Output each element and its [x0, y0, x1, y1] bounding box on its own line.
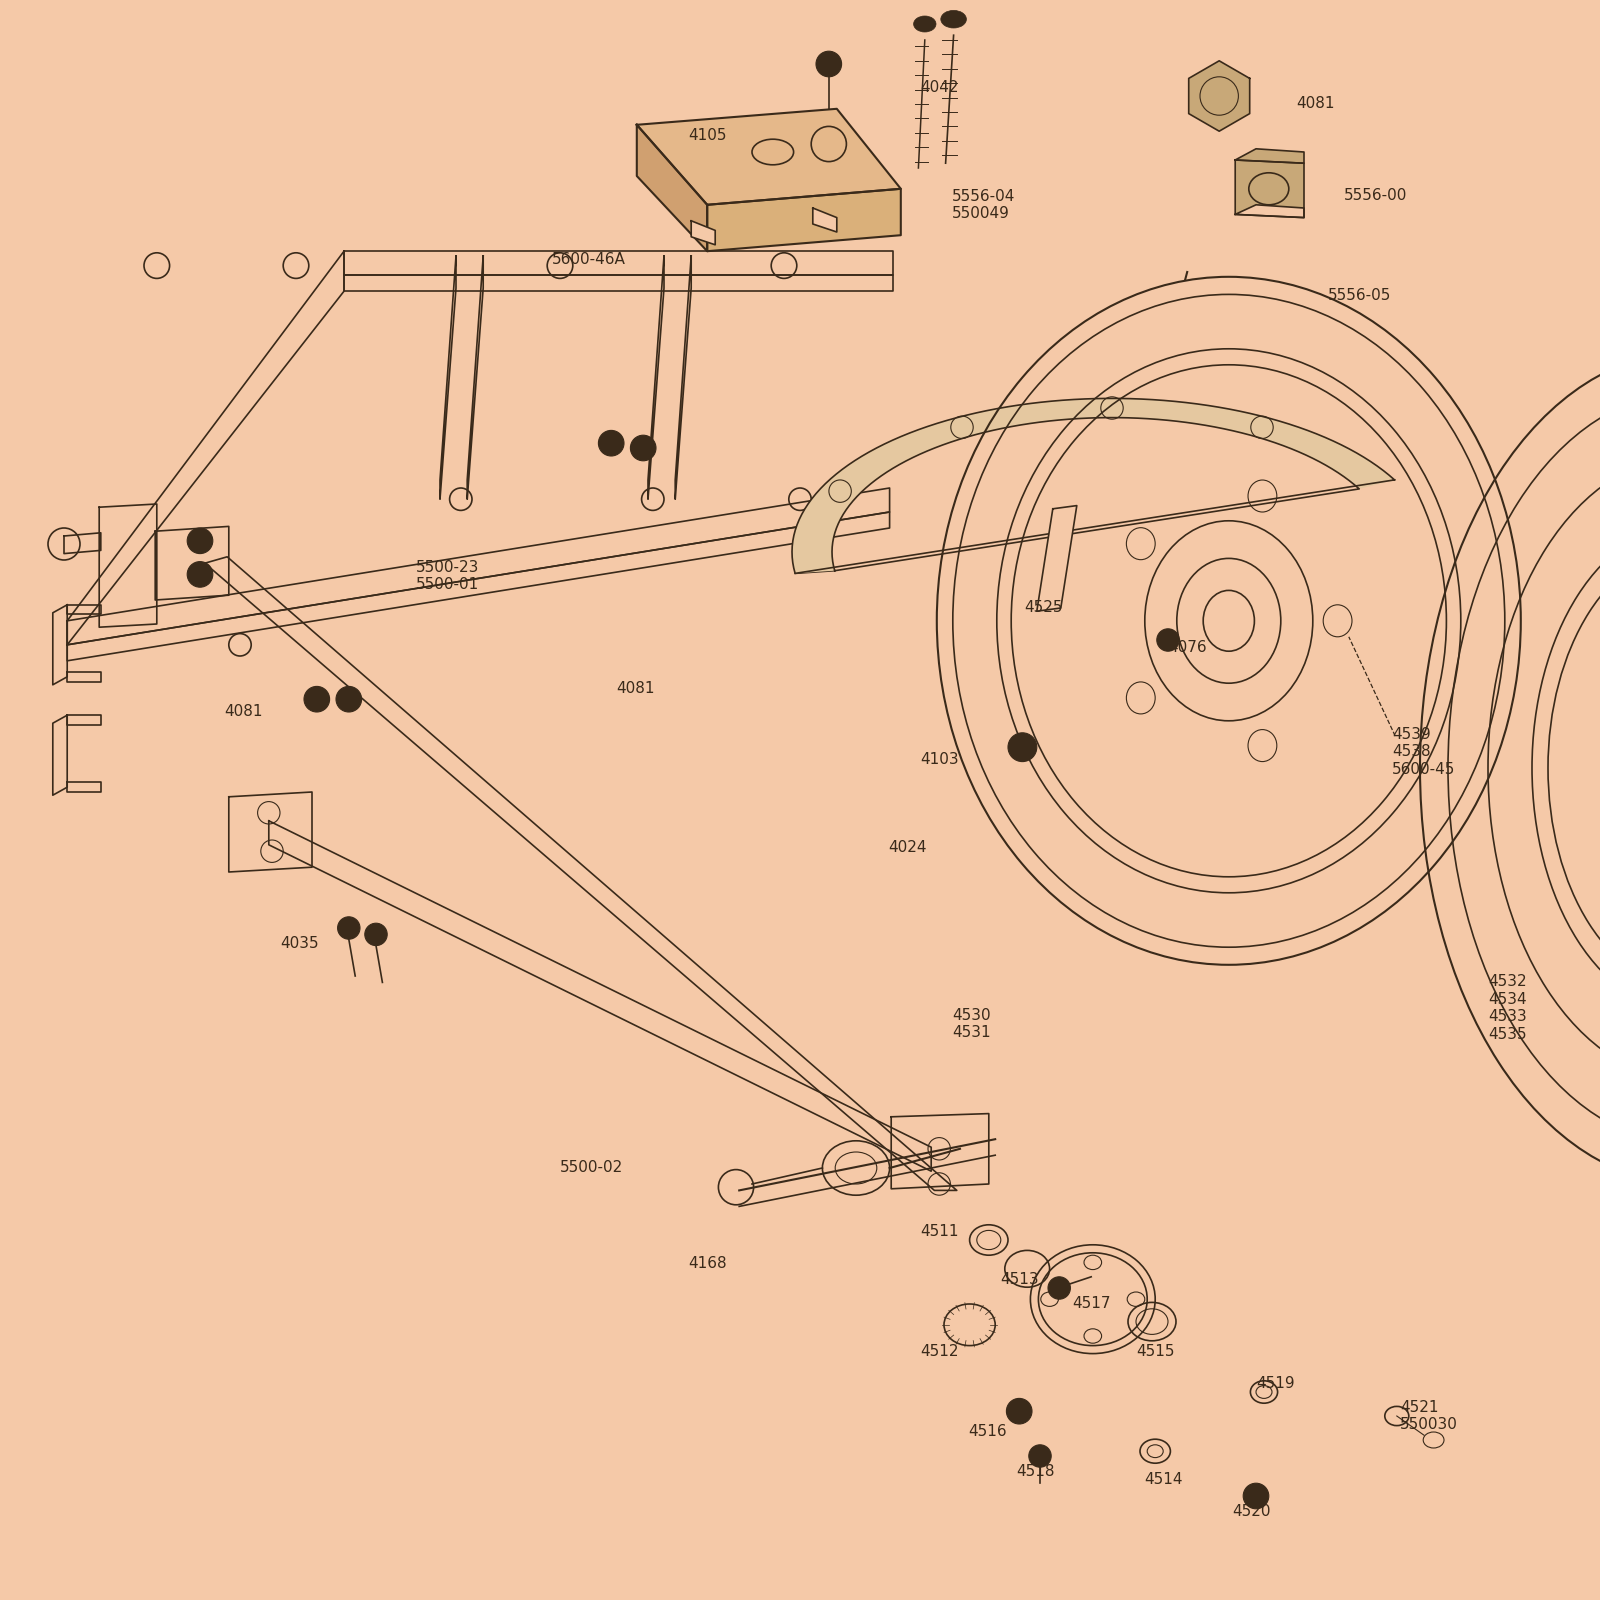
Polygon shape: [1037, 506, 1077, 611]
Text: 5556-00: 5556-00: [1344, 187, 1408, 203]
Text: 4530
4531: 4530 4531: [952, 1008, 990, 1040]
Polygon shape: [1235, 149, 1304, 163]
Polygon shape: [67, 488, 890, 645]
Ellipse shape: [1421, 352, 1600, 1184]
Polygon shape: [675, 256, 691, 499]
Circle shape: [598, 430, 624, 456]
Polygon shape: [344, 251, 893, 275]
Circle shape: [1157, 629, 1179, 651]
Circle shape: [1029, 1445, 1051, 1467]
Polygon shape: [67, 512, 890, 661]
Circle shape: [338, 917, 360, 939]
Polygon shape: [67, 715, 101, 725]
Circle shape: [1048, 1277, 1070, 1299]
Polygon shape: [1189, 61, 1250, 131]
Text: 4539
4538
5600-45: 4539 4538 5600-45: [1392, 726, 1456, 778]
Text: 4525: 4525: [1024, 600, 1062, 616]
Circle shape: [336, 686, 362, 712]
Circle shape: [365, 923, 387, 946]
Text: 4514: 4514: [1144, 1472, 1182, 1488]
Text: 5556-04
550049: 5556-04 550049: [952, 189, 1016, 221]
Polygon shape: [691, 221, 715, 245]
Circle shape: [187, 528, 213, 554]
Polygon shape: [229, 792, 312, 872]
Polygon shape: [155, 526, 229, 600]
Polygon shape: [53, 605, 67, 685]
Polygon shape: [707, 189, 901, 251]
Polygon shape: [648, 256, 664, 499]
Polygon shape: [813, 208, 837, 232]
Text: 4081: 4081: [224, 704, 262, 720]
Text: 4081: 4081: [616, 680, 654, 696]
Text: 4105: 4105: [688, 128, 726, 144]
Circle shape: [1008, 733, 1037, 762]
Polygon shape: [891, 1114, 989, 1189]
Text: 5500-02: 5500-02: [560, 1160, 624, 1176]
Ellipse shape: [938, 277, 1520, 965]
Text: 5500-23
5500-01: 5500-23 5500-01: [416, 560, 480, 592]
Text: 4516: 4516: [968, 1424, 1006, 1440]
Circle shape: [187, 562, 213, 587]
Polygon shape: [344, 275, 893, 291]
Text: 4519: 4519: [1256, 1376, 1294, 1392]
Text: 4511: 4511: [920, 1224, 958, 1240]
Text: 4513: 4513: [1000, 1272, 1038, 1288]
Polygon shape: [792, 398, 1395, 573]
Polygon shape: [1235, 205, 1304, 218]
Polygon shape: [1235, 160, 1304, 218]
Polygon shape: [99, 504, 157, 627]
Polygon shape: [637, 125, 707, 251]
Text: 4035: 4035: [280, 936, 318, 952]
Circle shape: [304, 686, 330, 712]
Circle shape: [1006, 1398, 1032, 1424]
Polygon shape: [205, 557, 957, 1190]
Text: 4042: 4042: [920, 80, 958, 96]
Text: 5600-46A: 5600-46A: [552, 251, 626, 267]
Polygon shape: [67, 605, 101, 614]
Polygon shape: [467, 256, 483, 499]
Text: 4512: 4512: [920, 1344, 958, 1360]
Polygon shape: [67, 251, 344, 645]
Polygon shape: [64, 533, 101, 554]
Text: 4081: 4081: [1296, 96, 1334, 112]
Polygon shape: [67, 782, 101, 792]
Text: 5556-05: 5556-05: [1328, 288, 1392, 304]
Polygon shape: [53, 715, 67, 795]
Text: 4515: 4515: [1136, 1344, 1174, 1360]
Circle shape: [630, 435, 656, 461]
Polygon shape: [440, 256, 456, 499]
Ellipse shape: [941, 11, 966, 27]
Text: 4520: 4520: [1232, 1504, 1270, 1520]
Circle shape: [1243, 1483, 1269, 1509]
Polygon shape: [269, 821, 931, 1171]
Text: 4518: 4518: [1016, 1464, 1054, 1480]
Polygon shape: [67, 672, 101, 682]
Ellipse shape: [914, 16, 936, 32]
Text: 4076: 4076: [1168, 640, 1206, 656]
Text: 4517: 4517: [1072, 1296, 1110, 1312]
Text: 4103: 4103: [920, 752, 958, 768]
Text: 4024: 4024: [888, 840, 926, 856]
Text: 4532
4534
4533
4535: 4532 4534 4533 4535: [1488, 974, 1526, 1042]
Polygon shape: [637, 109, 901, 205]
Circle shape: [816, 51, 842, 77]
Text: 4168: 4168: [688, 1256, 726, 1272]
Text: 4521
550030: 4521 550030: [1400, 1400, 1458, 1432]
